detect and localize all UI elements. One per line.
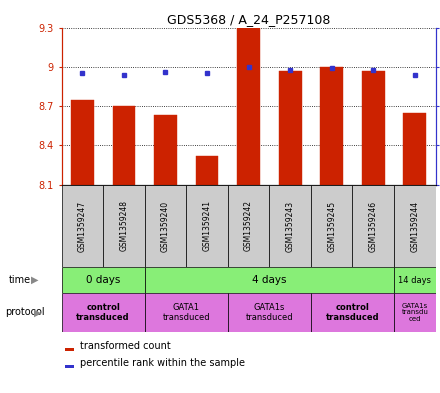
Bar bbox=[237, 28, 260, 185]
Text: GSM1359246: GSM1359246 bbox=[369, 200, 378, 252]
Text: GSM1359241: GSM1359241 bbox=[202, 200, 212, 252]
Bar bbox=[196, 156, 219, 185]
Bar bbox=[62, 293, 145, 332]
Bar bbox=[145, 293, 228, 332]
Text: 4 days: 4 days bbox=[252, 275, 286, 285]
Text: GSM1359245: GSM1359245 bbox=[327, 200, 336, 252]
Bar bbox=[66, 348, 74, 351]
Bar bbox=[311, 185, 352, 267]
Bar bbox=[320, 67, 343, 185]
Text: percentile rank within the sample: percentile rank within the sample bbox=[80, 358, 245, 368]
Bar bbox=[103, 185, 145, 267]
Bar bbox=[269, 185, 311, 267]
Text: control
transduced: control transduced bbox=[77, 303, 130, 322]
Bar bbox=[145, 267, 394, 293]
Text: GSM1359248: GSM1359248 bbox=[119, 200, 128, 252]
Bar bbox=[352, 185, 394, 267]
Text: ▶: ▶ bbox=[33, 307, 41, 318]
Bar bbox=[228, 293, 311, 332]
Text: 0 days: 0 days bbox=[86, 275, 121, 285]
Bar bbox=[311, 293, 394, 332]
Text: ▶: ▶ bbox=[31, 275, 39, 285]
Bar bbox=[394, 293, 436, 332]
Bar bbox=[279, 71, 301, 185]
Text: GATA1
transduced: GATA1 transduced bbox=[162, 303, 210, 322]
Bar bbox=[394, 185, 436, 267]
Text: transformed count: transformed count bbox=[80, 341, 171, 351]
Text: GSM1359242: GSM1359242 bbox=[244, 200, 253, 252]
Text: GSM1359243: GSM1359243 bbox=[286, 200, 295, 252]
Text: GSM1359240: GSM1359240 bbox=[161, 200, 170, 252]
Bar bbox=[66, 365, 74, 368]
Bar bbox=[62, 267, 145, 293]
Bar bbox=[394, 267, 436, 293]
Bar bbox=[71, 99, 94, 185]
Bar bbox=[403, 113, 426, 185]
Bar bbox=[362, 71, 385, 185]
Bar bbox=[228, 185, 269, 267]
Text: 14 days: 14 days bbox=[398, 275, 431, 285]
Text: protocol: protocol bbox=[5, 307, 44, 318]
Bar bbox=[113, 106, 136, 185]
Bar bbox=[154, 115, 177, 185]
Text: GATA1s
transdu
ced: GATA1s transdu ced bbox=[401, 303, 428, 322]
Title: GDS5368 / A_24_P257108: GDS5368 / A_24_P257108 bbox=[167, 13, 330, 26]
Bar bbox=[186, 185, 228, 267]
Bar bbox=[62, 185, 103, 267]
Bar bbox=[145, 185, 186, 267]
Text: time: time bbox=[9, 275, 31, 285]
Text: control
transduced: control transduced bbox=[326, 303, 379, 322]
Text: GSM1359244: GSM1359244 bbox=[411, 200, 419, 252]
Text: GATA1s
transduced: GATA1s transduced bbox=[246, 303, 293, 322]
Text: GSM1359247: GSM1359247 bbox=[78, 200, 87, 252]
